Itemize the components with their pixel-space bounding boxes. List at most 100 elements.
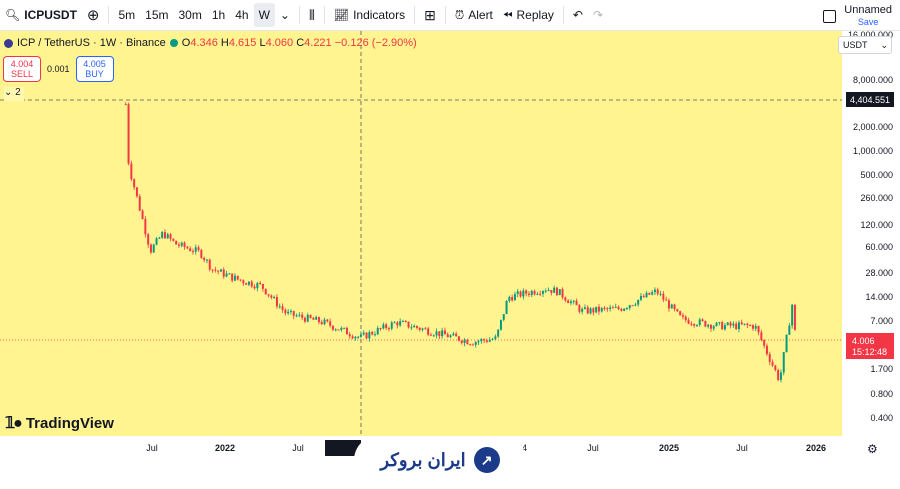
candle-body (152, 244, 155, 253)
candle-body (399, 321, 402, 326)
candle-body (508, 296, 511, 301)
candle-body (217, 270, 220, 272)
candle-body (351, 336, 354, 339)
candle-body (284, 309, 287, 314)
trade-panel: 4.004 SELL 0.001 4.005 BUY (3, 56, 114, 82)
settings-button[interactable]: ⚙︎ (867, 442, 878, 456)
candle-body (522, 290, 525, 297)
compare-button[interactable]: ⊕ (82, 0, 105, 30)
candle-body (421, 328, 424, 330)
interval-5m[interactable]: 5m (118, 8, 136, 22)
candle-body (684, 316, 687, 321)
candle-body (575, 300, 578, 306)
sell-label: SELL (10, 69, 34, 79)
candle-body (648, 292, 651, 295)
candle-body (427, 328, 430, 335)
candle-body (191, 251, 194, 253)
candle-body (415, 325, 418, 328)
gear-icon: ⚙︎ (867, 442, 878, 456)
candle-body (469, 344, 472, 346)
price-chart[interactable]: 16,000.000 8,000.000 2,000.000 1,000.000 500… (0, 31, 900, 459)
candle-body (457, 336, 460, 341)
candle-body (144, 218, 147, 235)
candle-body (250, 281, 253, 287)
chevron-down-icon: ⌄ (880, 40, 888, 50)
candle-body (653, 289, 656, 293)
candle-body (698, 319, 701, 326)
divider (108, 6, 110, 24)
time-tick-label: 2022 (215, 443, 235, 453)
candle-body (513, 294, 516, 301)
candle-body (396, 322, 399, 326)
alert-button[interactable]: ⏰︎ Alert (450, 0, 498, 30)
candle-body (270, 295, 273, 298)
interval-dropdown[interactable]: ⌄ (275, 0, 295, 30)
candle-body (309, 314, 312, 318)
candle-body (354, 336, 357, 339)
candle-body (754, 326, 757, 329)
symbol-title[interactable]: ICP / TetherUS · 1W · Binance (17, 37, 166, 49)
candle-body (130, 163, 133, 180)
candle-body (418, 327, 421, 330)
candle-body (273, 297, 276, 299)
candle-body (194, 247, 197, 252)
chart-type-button[interactable]: ⫴ (304, 0, 320, 30)
last-price-tag (846, 333, 894, 359)
interval-15m[interactable]: 15m (145, 8, 169, 22)
candle-body (597, 306, 600, 312)
interval-30m[interactable]: 30m (178, 8, 202, 22)
layout-button[interactable]: ⊞ (419, 0, 441, 30)
undo-button[interactable]: ↶ (568, 0, 588, 30)
divider (414, 6, 416, 24)
replay-label: Replay (516, 8, 554, 22)
status-dot-icon (169, 39, 178, 47)
currency-select[interactable]: USDT ⌄ (838, 36, 892, 54)
candle-body (133, 179, 136, 188)
interval-4h[interactable]: 4h (235, 8, 249, 22)
candle-body (147, 234, 150, 245)
top-toolbar: 🔍︎ ICPUSDT ⊕ 5m 15m 30m 1h 4h W ⌄ ⫴ 📈︎ I… (0, 0, 900, 31)
candle-body (631, 305, 634, 307)
candle-body (180, 242, 183, 246)
buy-button[interactable]: 4.005 BUY (75, 56, 114, 82)
undo-icon: ↶ (572, 8, 583, 22)
candle-body (740, 322, 743, 325)
candle-body (718, 322, 721, 324)
candle-body (253, 286, 256, 289)
fullscreen-icon[interactable] (823, 9, 837, 23)
interval-w[interactable]: W (253, 3, 275, 27)
candle-body (385, 324, 388, 329)
candle-body (583, 307, 586, 309)
layout-name-button[interactable]: Unnamed Save (823, 4, 892, 28)
redo-button[interactable]: ↷ (588, 0, 608, 30)
candle-body (502, 314, 505, 320)
candle-body (553, 287, 556, 293)
indicators-collapse-button[interactable]: ⌄ 2 (4, 87, 24, 101)
divider (323, 6, 325, 24)
candle-body (329, 321, 332, 326)
interval-1h[interactable]: 1h (211, 8, 226, 22)
spread-value: 0.001 (47, 64, 70, 74)
candle-body (536, 293, 539, 295)
candle-body (390, 322, 393, 329)
candle-body (161, 232, 164, 238)
candle-body (127, 104, 130, 164)
tradingview-logo: 𝟙● TradingView (5, 413, 114, 433)
candle-body (704, 320, 707, 327)
candle-body (726, 322, 729, 326)
plot-background[interactable] (0, 31, 842, 436)
sell-button[interactable]: 4.004 SELL (3, 56, 41, 82)
candle-body (662, 293, 665, 300)
candle-body (387, 328, 390, 330)
candle-body (317, 317, 320, 323)
candle-body (337, 329, 340, 331)
time-tick-label: Jul (736, 443, 748, 453)
chart-legend: ICP / TetherUS · 1W · Binance O4.346 H4.… (4, 37, 417, 49)
candle-body (732, 323, 735, 326)
candle-body (768, 354, 771, 362)
indicators-button[interactable]: 📈︎ Indicators (329, 0, 410, 30)
candle-body (149, 244, 152, 253)
candle-body (788, 325, 791, 335)
replay-button[interactable]: ⏪︎ Replay (498, 0, 559, 30)
symbol-search-button[interactable]: 🔍︎ ICPUSDT (0, 0, 82, 30)
